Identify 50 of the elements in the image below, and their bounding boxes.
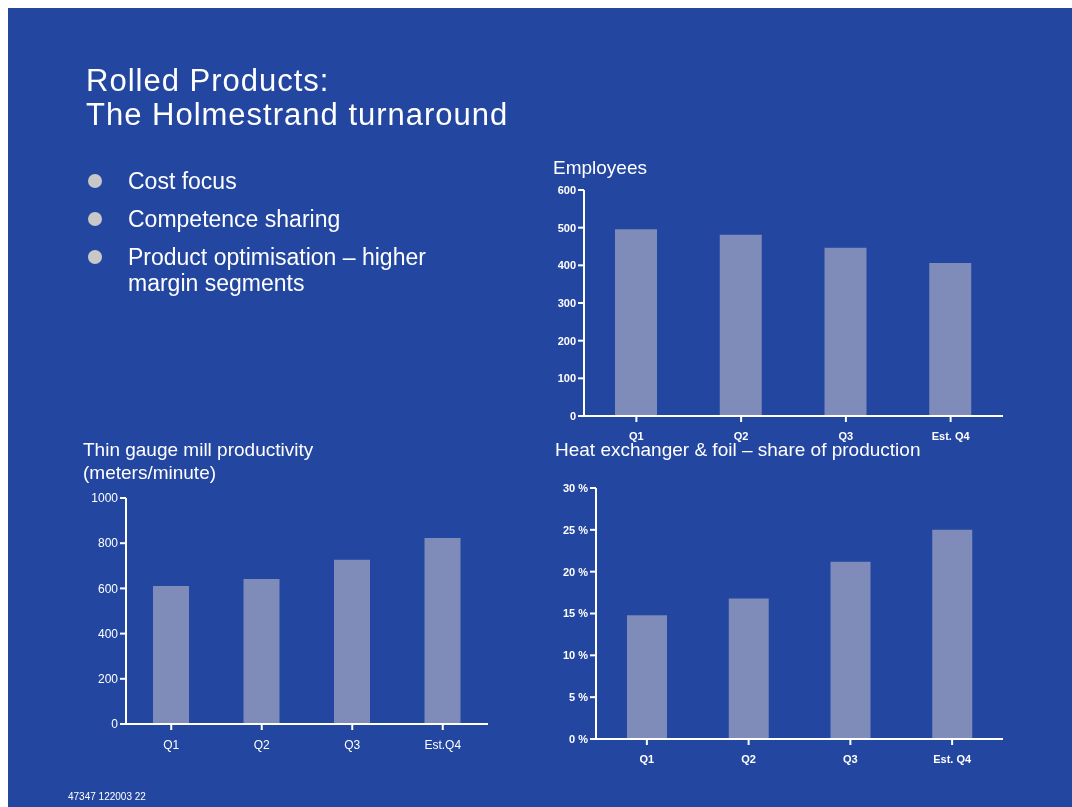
bar [830, 561, 871, 739]
y-tick-label: 0 [111, 717, 119, 732]
y-tick-label: 10 % [562, 649, 589, 662]
y-tick-label: 400 [557, 259, 576, 272]
y-tick-label: 5 % [569, 691, 589, 704]
bar [243, 578, 280, 724]
x-tick-label: Q3 [344, 737, 361, 752]
y-tick-label: 600 [557, 183, 576, 196]
bar [728, 598, 769, 739]
x-tick-label: Q3 [843, 752, 858, 765]
chart-title: Thin gauge mill productivity (meters/minute) [83, 438, 315, 485]
y-tick-label: 800 [97, 536, 119, 551]
text: 47347 122003 22 [68, 791, 146, 802]
x-tick-label: Q2 [253, 737, 271, 752]
y-tick-label: 100 [557, 372, 576, 385]
text: Cost focus [128, 168, 238, 194]
y-tick-label: 300 [557, 296, 576, 309]
y-tick-label: 0 [569, 409, 576, 422]
y-tick-label: 200 [97, 672, 119, 687]
y-tick-label: 15 % [562, 607, 589, 620]
bar [824, 247, 867, 416]
bar [627, 615, 667, 739]
y-tick-label: 20 % [562, 565, 589, 578]
y-tick-label: 1000 [91, 491, 119, 506]
x-tick-label: Est.Q4 [424, 737, 462, 752]
bar [334, 559, 370, 724]
x-tick-label: Q3 [838, 429, 854, 442]
x-tick-label: Q2 [741, 752, 756, 765]
bar [719, 234, 762, 416]
x-tick-label: Q2 [733, 429, 749, 442]
chart-title: Employees [553, 156, 648, 180]
text: Rolled Products: The Holmestrand turnaround [86, 63, 509, 132]
y-tick-label: 30 % [562, 481, 589, 494]
text: Product optimisation – higher margin segments [128, 244, 427, 296]
y-tick-label: 500 [557, 221, 576, 234]
y-tick-label: 600 [97, 581, 119, 596]
y-tick-label: 200 [557, 334, 576, 347]
bar [929, 263, 972, 416]
bar [932, 529, 973, 739]
x-tick-label: Est. Q4 [933, 752, 972, 765]
x-tick-label: Est. Q4 [931, 429, 971, 442]
bar [153, 585, 189, 724]
bar [424, 538, 461, 724]
y-tick-label: 0 % [569, 732, 589, 745]
text: Competence sharing [128, 206, 342, 232]
y-tick-label: 400 [97, 626, 119, 641]
x-tick-label: Q1 [163, 737, 180, 752]
y-tick-label: 25 % [562, 523, 589, 536]
x-tick-label: Q1 [639, 752, 655, 765]
bar [615, 229, 657, 416]
